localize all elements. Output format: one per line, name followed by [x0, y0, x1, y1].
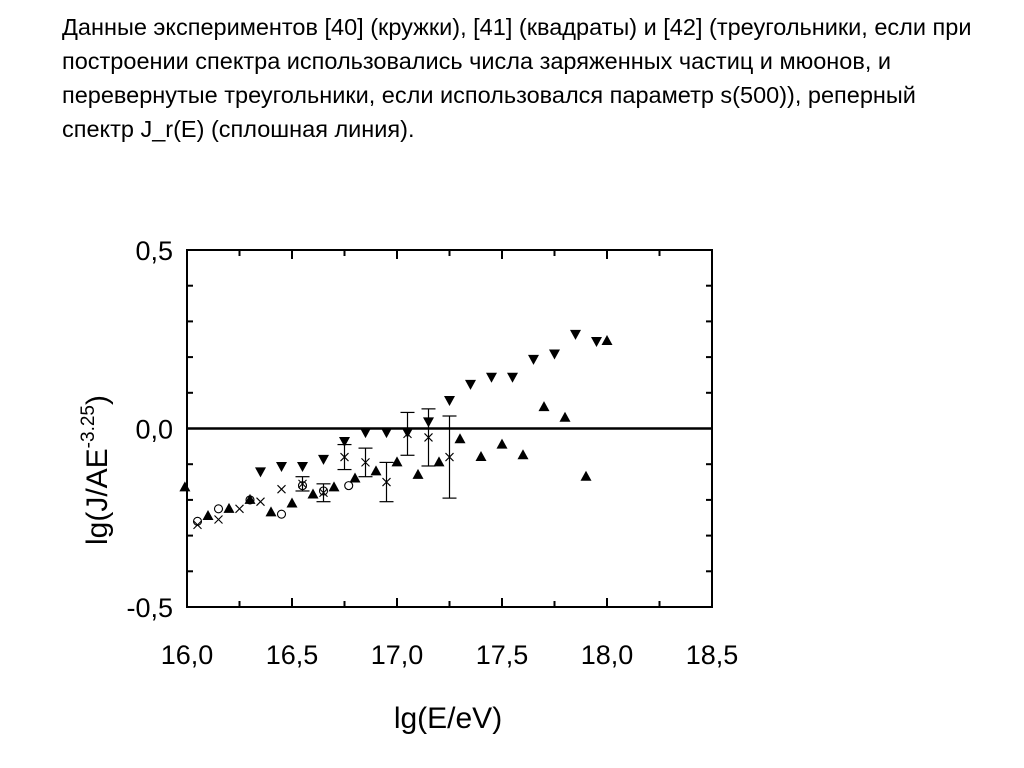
- data-point-cross: [256, 497, 265, 507]
- data-point-triangle-up: [580, 470, 592, 481]
- data-point-triangle-down: [486, 372, 497, 383]
- data-point-cross: [340, 452, 349, 462]
- x-tick-label: 16,0: [161, 640, 214, 670]
- data-point-triangle-up: [286, 497, 298, 508]
- data-point-triangle-up: [454, 433, 466, 444]
- x-tick-label: 18,0: [581, 640, 634, 670]
- x-axis-title: lg(E/eV): [394, 702, 502, 735]
- data-point-triangle-up: [496, 438, 508, 449]
- slide-caption: Данные экспериментов [40] (кружки), [41]…: [62, 14, 972, 142]
- data-point-triangle-up: [433, 456, 445, 467]
- data-point-triangle-up: [307, 488, 319, 499]
- data-point-triangle-up: [538, 401, 550, 412]
- data-point-cross: [235, 504, 244, 514]
- data-point-triangle-down: [276, 461, 287, 472]
- data-point-cross: [382, 477, 391, 487]
- x-tick-label: 17,5: [476, 640, 529, 670]
- data-point-circle: [344, 481, 354, 491]
- data-point-cross: [193, 520, 202, 530]
- data-point-circle: [213, 504, 224, 514]
- data-point-triangle-up: [328, 481, 340, 492]
- data-point-cross: [361, 458, 370, 467]
- y-axis-title-exponent: -3.25: [78, 405, 99, 448]
- data-point-triangle-down: [381, 428, 392, 439]
- data-points: [179, 329, 613, 530]
- data-point-triangle-up: [391, 456, 403, 467]
- data-point-cross: [277, 484, 286, 494]
- axes: 16,0 16,5 17,0 17,5 18,0 18,5 -0,5 0,0 0,5: [126, 236, 738, 670]
- data-point-cross: [319, 488, 328, 498]
- data-point-triangle-down: [528, 354, 539, 365]
- data-point-triangle-down: [318, 454, 329, 465]
- data-point-triangle-down: [570, 329, 581, 340]
- y-axis-title: lg(J/AE-3.25): [78, 395, 114, 545]
- x-tick-label: 18,5: [686, 640, 739, 670]
- data-point-triangle-up: [601, 335, 613, 346]
- data-point-triangle-down: [444, 395, 455, 406]
- y-tick-label: 0,0: [135, 415, 173, 445]
- data-point-triangle-up: [370, 465, 382, 476]
- data-point-triangle-up: [412, 468, 424, 479]
- data-point-cross: [424, 433, 433, 442]
- data-point-triangle-down: [255, 467, 266, 478]
- y-axis-title-close: ): [81, 395, 114, 405]
- data-point-triangle-down: [297, 461, 308, 472]
- data-point-triangle-down: [465, 379, 476, 390]
- data-point-triangle-up: [223, 502, 235, 513]
- y-tick-label: -0,5: [126, 593, 173, 623]
- x-tick-label: 17,0: [371, 640, 424, 670]
- data-point-triangle-up: [559, 411, 571, 422]
- data-point-triangle-down: [339, 436, 350, 447]
- data-point-circle: [276, 509, 287, 519]
- data-point-triangle-down: [360, 428, 371, 439]
- data-point-triangle-up: [475, 451, 487, 462]
- y-axis-title-main: lg(J/AE: [81, 448, 114, 545]
- data-point-cross: [298, 479, 307, 489]
- data-point-triangle-up: [349, 472, 361, 483]
- data-point-cross: [445, 452, 454, 462]
- data-point-triangle-up: [265, 506, 277, 517]
- data-point-triangle-down: [402, 428, 413, 439]
- data-point-triangle-down: [549, 349, 560, 360]
- data-point-triangle-down: [423, 417, 434, 428]
- data-point-triangle-up: [202, 509, 214, 520]
- data-point-cross: [214, 515, 223, 524]
- x-tick-label: 16,5: [266, 640, 319, 670]
- data-point-triangle-down: [591, 337, 602, 348]
- data-point-triangle-down: [507, 372, 518, 383]
- data-point-triangle-up: [517, 449, 529, 460]
- data-point-triangle-up: [179, 481, 191, 492]
- data-point-triangle-up: [244, 493, 256, 504]
- y-tick-label: 0,5: [135, 236, 173, 266]
